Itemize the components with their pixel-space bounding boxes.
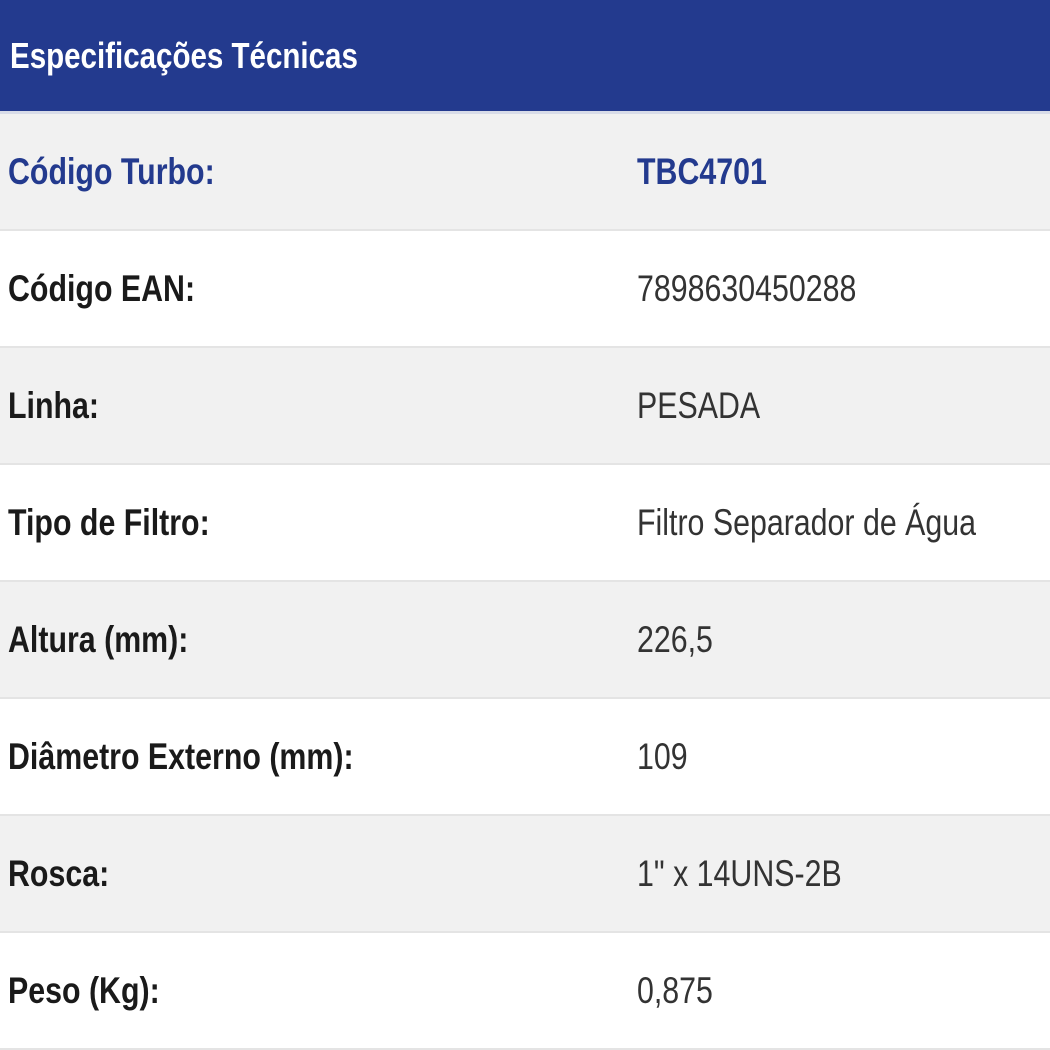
spec-row-linha: Linha: PESADA bbox=[0, 348, 1050, 465]
specs-table: Código Turbo: TBC4701 Código EAN: 789863… bbox=[0, 114, 1050, 1050]
spec-value: TBC4701 bbox=[637, 150, 767, 192]
spec-value: 0,875 bbox=[637, 969, 713, 1011]
spec-row-codigo-turbo: Código Turbo: TBC4701 bbox=[0, 114, 1050, 231]
spec-row-rosca: Rosca: 1" x 14UNS-2B bbox=[0, 816, 1050, 933]
specs-header: Especificações Técnicas bbox=[0, 0, 1050, 114]
spec-label: Peso (Kg): bbox=[8, 969, 160, 1011]
spec-value: PESADA bbox=[637, 384, 761, 426]
spec-value: 7898630450288 bbox=[637, 267, 857, 309]
spec-value: 226,5 bbox=[637, 618, 713, 660]
spec-label: Rosca: bbox=[8, 852, 110, 894]
spec-value: 109 bbox=[637, 735, 688, 777]
spec-value: Filtro Separador de Água bbox=[637, 501, 977, 543]
spec-label: Código EAN: bbox=[8, 267, 196, 309]
spec-row-peso: Peso (Kg): 0,875 bbox=[0, 933, 1050, 1050]
spec-row-codigo-ean: Código EAN: 7898630450288 bbox=[0, 231, 1050, 348]
spec-label: Tipo de Filtro: bbox=[8, 501, 210, 543]
spec-row-diametro: Diâmetro Externo (mm): 109 bbox=[0, 699, 1050, 816]
specs-title: Especificações Técnicas bbox=[10, 34, 358, 76]
spec-row-tipo-filtro: Tipo de Filtro: Filtro Separador de Água bbox=[0, 465, 1050, 582]
spec-label: Código Turbo: bbox=[8, 150, 215, 192]
spec-label: Altura (mm): bbox=[8, 618, 189, 660]
spec-value: 1" x 14UNS-2B bbox=[637, 852, 842, 894]
spec-label: Diâmetro Externo (mm): bbox=[8, 735, 354, 777]
spec-label: Linha: bbox=[8, 384, 100, 426]
spec-row-altura: Altura (mm): 226,5 bbox=[0, 582, 1050, 699]
